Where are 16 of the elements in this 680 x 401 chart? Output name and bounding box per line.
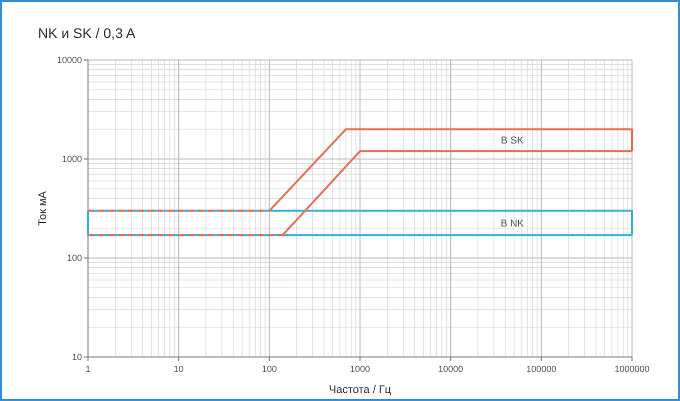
x-tick-label: 1 <box>85 364 91 374</box>
x-tick-label: 1000 <box>350 364 370 374</box>
y-tick-label: 100 <box>66 253 82 264</box>
y-tick-label: 10 <box>72 352 82 362</box>
y-tick-label: 1000 <box>62 154 82 164</box>
series-label: B SK <box>500 136 524 147</box>
series-label: B NK <box>500 218 524 230</box>
chart-title: NK и SK / 0,3 A <box>38 25 136 41</box>
y-axis-title: Ток мА <box>37 190 49 226</box>
x-tick-label: 10 <box>174 364 184 374</box>
x-tick-label: 1000000 <box>614 364 650 374</box>
x-axis-title: Частота / Гц <box>328 384 392 396</box>
x-tick-label: 100000 <box>526 364 556 374</box>
y-tick-label: 10000 <box>56 55 82 66</box>
x-tick-label: 100 <box>262 364 277 374</box>
x-tick-label: 10000 <box>438 364 464 374</box>
